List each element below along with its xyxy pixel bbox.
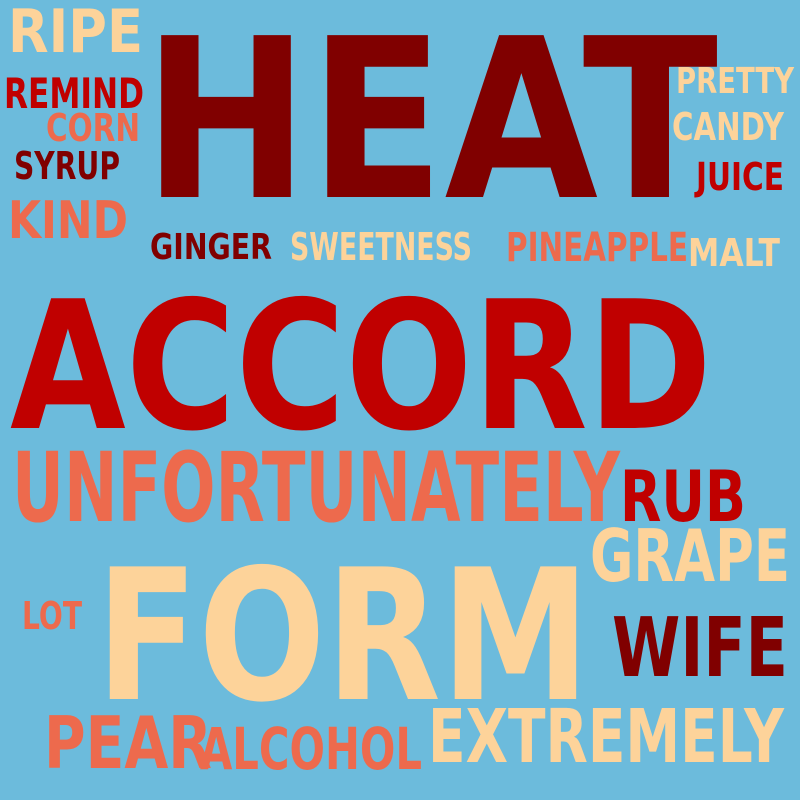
- word-pear: PEAR: [44, 701, 212, 785]
- word-malt: MALT: [688, 231, 780, 275]
- word-ginger: GINGER: [150, 227, 272, 268]
- word-accord: ACCORD: [10, 263, 712, 470]
- word-pineapple: PINEAPPLE: [506, 225, 688, 271]
- word-syrup: SYRUP: [14, 144, 120, 188]
- word-corn: CORN: [46, 106, 140, 150]
- word-alcohol: ALCOHOL: [200, 715, 422, 783]
- word-candy: CANDY: [672, 105, 784, 149]
- word-juice: JUICE: [696, 155, 784, 199]
- word-unfortunately: UNFORTUNATELY: [12, 432, 620, 544]
- word-remind: REMIND: [4, 69, 144, 118]
- word-lot: LOT: [22, 594, 82, 638]
- word-sweetness: SWEETNESS: [290, 225, 472, 269]
- word-extremely: EXTREMELY: [428, 694, 784, 780]
- word-grape: GRAPE: [590, 514, 790, 598]
- word-kind: KIND: [8, 191, 128, 251]
- word-pretty: PRETTY: [676, 61, 794, 102]
- word-wife: WIFE: [612, 601, 788, 696]
- word-form: FORM: [96, 530, 590, 742]
- word-ripe: RIPE: [8, 0, 143, 67]
- word-heat: HEAT: [143, 0, 718, 250]
- word-rub: RUB: [620, 456, 746, 538]
